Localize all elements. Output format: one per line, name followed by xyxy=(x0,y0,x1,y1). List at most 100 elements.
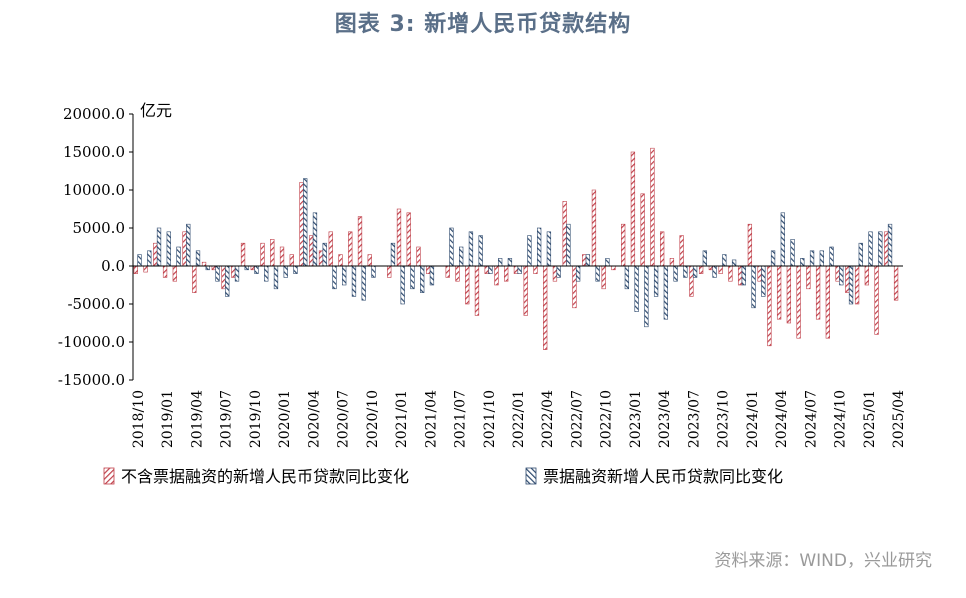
bar-series1-2020-07 xyxy=(338,254,343,267)
bar-series2-2022-12 xyxy=(624,265,630,290)
bar-series1-2019-10 xyxy=(250,265,255,271)
bar-series1-2023-02 xyxy=(640,193,645,267)
bar-series2-2024-09 xyxy=(829,246,834,267)
bar-series2-2024-01 xyxy=(751,265,756,309)
bar-series1-2024-12 xyxy=(854,265,860,305)
bar-series2-2023-10 xyxy=(722,254,727,267)
bar-series1-2019-02 xyxy=(172,265,177,282)
bar-series2-2019-01 xyxy=(166,231,171,267)
bar-series2-2022-05 xyxy=(556,265,561,278)
bar-series1-2019-08 xyxy=(231,265,236,278)
y-tick-label: 10000.0 xyxy=(63,181,125,199)
bar-series2-2022-02 xyxy=(527,235,532,267)
bar-series2-2022-10 xyxy=(605,258,610,267)
x-tick-label: 2023/07 xyxy=(686,390,702,448)
x-tick-label: 2018/10 xyxy=(131,390,147,448)
bar-series2-2023-12 xyxy=(741,265,746,286)
x-tick-label: 2024/10 xyxy=(833,390,849,448)
x-tick-label: 2021/07 xyxy=(453,390,469,448)
bar-series1-2021-07 xyxy=(455,265,460,282)
bar-series1-2019-06 xyxy=(211,265,216,271)
bar-series2-2020-02 xyxy=(293,265,298,274)
bar-series1-2019-12 xyxy=(270,239,275,267)
bar-series1-2025-02 xyxy=(874,265,879,335)
bar-series1-2024-11 xyxy=(845,265,850,293)
bar-series2-2019-10 xyxy=(254,265,259,274)
bar-series1-2021-09 xyxy=(474,265,480,316)
bar-series2-2022-07 xyxy=(575,265,581,282)
bar-series1-2020-01 xyxy=(279,246,285,267)
bar-series2-2023-08 xyxy=(702,250,707,267)
bar-series1-2023-10 xyxy=(718,265,723,274)
bar-series2-2021-08 xyxy=(468,231,474,267)
y-tick-label: 15000.0 xyxy=(63,143,125,161)
bar-series1-2023-05 xyxy=(669,258,675,267)
bar-series1-2024-07 xyxy=(806,265,811,290)
x-tick-label: 2025/01 xyxy=(862,390,878,448)
bar-series1-2022-10 xyxy=(601,265,606,290)
x-tick-label: 2020/10 xyxy=(365,390,381,448)
bar-series1-2024-05 xyxy=(786,265,792,324)
x-tick-label: 2022/10 xyxy=(599,390,615,448)
bar-series2-2023-03 xyxy=(653,265,659,297)
x-tick-label: 2022/01 xyxy=(511,390,527,448)
bar-series2-2021-03 xyxy=(420,265,425,293)
x-tick-label: 2020/01 xyxy=(277,390,293,448)
bar-series2-2025-03 xyxy=(887,223,893,267)
x-tick-label: 2023/04 xyxy=(657,390,673,448)
legend-swatch-series2 xyxy=(525,467,537,485)
bar-series2-2020-04 xyxy=(312,212,318,267)
bar-series2-2019-06 xyxy=(215,265,220,282)
bar-series1-2023-07 xyxy=(689,265,694,297)
bar-series2-2020-10 xyxy=(371,265,376,278)
bar-series1-2022-07 xyxy=(572,265,577,309)
bar-series2-2023-09 xyxy=(712,265,717,278)
x-tick-label: 2019/07 xyxy=(219,390,235,448)
x-tick-label: 2024/04 xyxy=(774,390,790,448)
y-tick-label: 5000.0 xyxy=(73,219,126,237)
bar-series1-2020-10 xyxy=(367,254,372,267)
bar-series1-2020-08 xyxy=(348,231,353,267)
bar-series2-2023-11 xyxy=(731,259,737,267)
bar-series1-2021-10 xyxy=(484,265,489,274)
bar-series2-2020-05 xyxy=(322,242,327,267)
bar-series1-2019-03 xyxy=(182,231,187,267)
x-tick-label: 2019/01 xyxy=(160,390,176,448)
bar-series1-2023-11 xyxy=(728,265,733,282)
bar-series2-2019-03 xyxy=(186,223,191,267)
bar-series1-2019-11 xyxy=(260,242,265,267)
bar-series2-2023-01 xyxy=(634,265,639,312)
bar-series2-2020-09 xyxy=(361,265,366,301)
bar-series1-2022-04 xyxy=(543,265,548,350)
x-tick-label: 2023/10 xyxy=(716,390,732,448)
bar-series1-2021-04 xyxy=(426,265,431,274)
bar-series1-2021-11 xyxy=(494,265,499,286)
bar-series1-2023-08 xyxy=(698,265,704,274)
bar-series2-2022-06 xyxy=(566,223,571,267)
bar-series1-2018-11 xyxy=(143,265,148,273)
bar-series1-2025-01 xyxy=(864,265,869,286)
bar-series1-2023-03 xyxy=(650,147,655,267)
bar-series1-2019-04 xyxy=(192,265,197,293)
source-note: 资料来源：WIND，兴业研究 xyxy=(714,551,932,571)
bar-series2-2020-08 xyxy=(351,265,357,297)
bar-series1-2024-04 xyxy=(776,265,782,320)
bar-series1-2020-06 xyxy=(328,231,333,267)
bar-series1-2023-06 xyxy=(679,235,684,267)
legend-swatch-series1 xyxy=(103,467,115,485)
bar-series2-2018-10 xyxy=(137,254,142,267)
bar-series2-2019-02 xyxy=(176,246,181,267)
bar-series2-2021-11 xyxy=(498,258,503,267)
bar-series2-2023-02 xyxy=(644,265,649,328)
bar-series1-2024-03 xyxy=(767,265,772,347)
bar-series1-2024-08 xyxy=(815,265,821,320)
bar-series2-2018-11 xyxy=(147,250,152,267)
bar-series2-2020-03 xyxy=(303,178,308,267)
bar-series1-2022-12 xyxy=(621,223,626,267)
x-tick-label: 2019/10 xyxy=(248,390,264,448)
bar-series2-2024-08 xyxy=(819,250,824,267)
x-tick-label: 2024/07 xyxy=(803,390,819,448)
bar-series1-2018-10 xyxy=(133,265,138,274)
bar-series2-2021-04 xyxy=(429,265,435,286)
bar-series2-2019-07 xyxy=(225,265,230,297)
